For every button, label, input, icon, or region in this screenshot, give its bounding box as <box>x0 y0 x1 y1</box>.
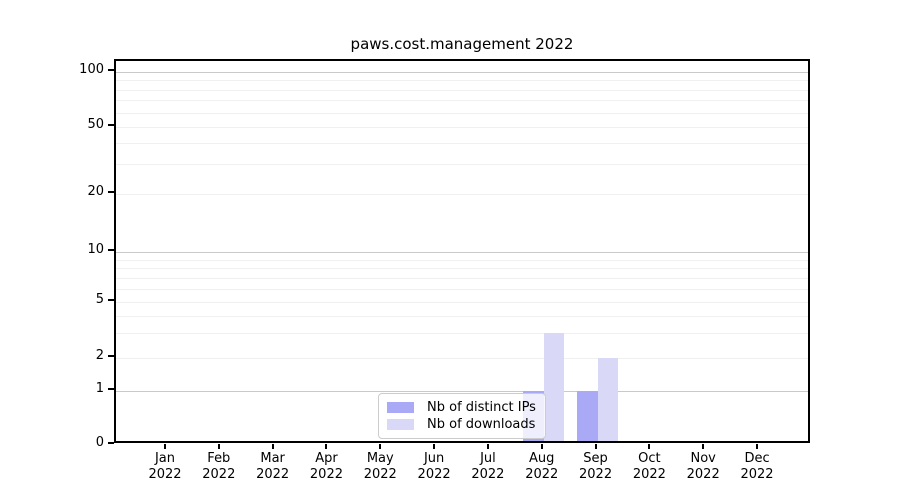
x-tick-label: Oct 2022 <box>632 451 666 482</box>
y-tick-label: 100 <box>79 62 104 77</box>
plot-area <box>114 59 810 443</box>
y-tick-label: 5 <box>95 292 104 307</box>
gridline-minor <box>116 164 808 166</box>
y-tick <box>108 124 114 126</box>
x-tick-label: Aug 2022 <box>525 451 559 482</box>
x-tick <box>540 444 543 449</box>
x-tick <box>486 444 489 449</box>
gridline-minor <box>116 358 808 359</box>
chart-title: paws.cost.management 2022 <box>350 35 574 53</box>
gridline-major <box>116 72 808 73</box>
y-tick <box>108 249 114 251</box>
x-tick-label: Sep 2022 <box>579 451 613 482</box>
gridline-minor <box>116 143 808 145</box>
legend-swatch <box>387 402 414 413</box>
gridline-minor <box>116 259 808 261</box>
legend: Nb of distinct IPs Nb of downloads <box>378 393 546 439</box>
x-tick-label: Mar 2022 <box>256 451 290 482</box>
x-tick <box>702 444 705 449</box>
bar-nb-of-downloads-sep-2022 <box>597 358 619 441</box>
x-tick <box>379 444 382 449</box>
y-tick-label: 20 <box>87 184 104 199</box>
bar-nb-of-distinct-ips-sep-2022 <box>576 390 598 441</box>
legend-item: Nb of distinct IPs <box>387 399 536 416</box>
x-tick <box>217 444 220 449</box>
y-tick <box>108 442 114 444</box>
x-tick-label: Jul 2022 <box>471 451 505 482</box>
legend-swatch <box>387 419 414 430</box>
y-tick-label: 10 <box>87 242 104 257</box>
gridline-minor <box>116 333 808 335</box>
gridline-minor <box>116 100 808 102</box>
x-tick-label: Dec 2022 <box>740 451 774 482</box>
gridline-minor <box>116 127 808 128</box>
gridline-minor <box>116 302 808 303</box>
x-tick <box>433 444 436 449</box>
gridline-minor <box>116 268 808 270</box>
gridline-minor <box>116 112 808 114</box>
y-tick-label: 50 <box>87 117 104 132</box>
gridline-minor <box>116 277 808 279</box>
y-tick-label: 0 <box>95 435 104 450</box>
x-tick <box>648 444 651 449</box>
gridline-minor <box>116 315 808 317</box>
legend-item: Nb of downloads <box>387 416 536 433</box>
x-tick <box>271 444 274 449</box>
gridline-minor <box>116 288 808 290</box>
x-tick-label: Apr 2022 <box>309 451 343 482</box>
x-tick-label: May 2022 <box>363 451 397 482</box>
gridline-major <box>116 252 808 253</box>
x-tick-label: Feb 2022 <box>202 451 236 482</box>
y-tick <box>108 387 114 390</box>
x-tick-label: Jan 2022 <box>148 451 182 482</box>
legend-label: Nb of distinct IPs <box>427 400 536 415</box>
y-tick-label: 2 <box>95 348 104 363</box>
bar-nb-of-downloads-aug-2022 <box>543 333 565 441</box>
x-tick-label: Nov 2022 <box>686 451 720 482</box>
x-tick-label: Jun 2022 <box>417 451 451 482</box>
x-tick <box>325 444 328 449</box>
y-tick <box>108 299 114 301</box>
y-tick <box>108 355 114 357</box>
x-tick <box>164 444 166 449</box>
y-tick <box>108 191 114 193</box>
gridline-minor <box>116 194 808 195</box>
gridline-minor <box>116 89 808 91</box>
x-tick <box>594 444 597 449</box>
y-tick-label: 1 <box>95 380 104 396</box>
x-tick <box>756 444 759 449</box>
gridline-major <box>116 390 808 392</box>
legend-label: Nb of downloads <box>427 417 536 432</box>
gridline-minor <box>116 80 808 82</box>
y-tick <box>108 69 114 71</box>
